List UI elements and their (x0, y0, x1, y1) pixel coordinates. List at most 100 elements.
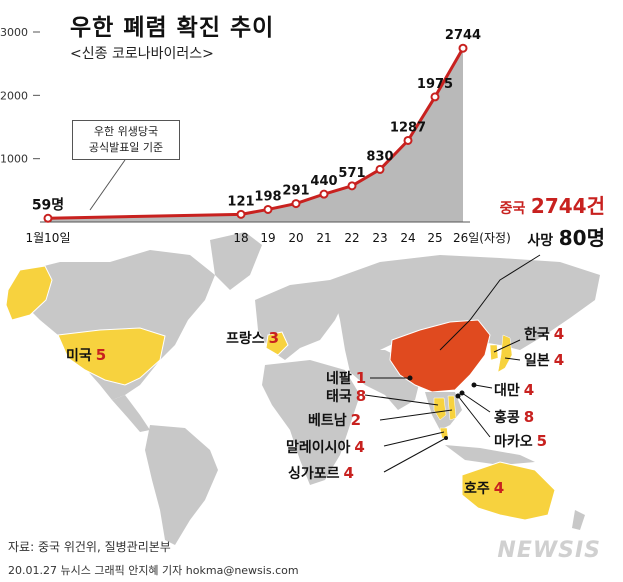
country-count: 4 (523, 381, 535, 399)
marker-taiwan (471, 382, 477, 388)
credit-note: 20.01.27 뉴시스 그래픽 안지혜 기자 hokma@newsis.com (8, 564, 299, 577)
data-label: 571 (338, 166, 365, 181)
data-label: 198 (254, 189, 281, 204)
country-label-singapore: 싱가포르 4 (288, 463, 354, 483)
china-total-label: 중국 (499, 201, 526, 217)
data-point (403, 135, 413, 145)
data-label: 59명 (32, 196, 64, 213)
country-name: 싱가포르 (288, 466, 340, 482)
y-tick-label: 1000 (0, 153, 28, 166)
country-name: 네팔 (326, 371, 352, 387)
y-tick-label: 2000 (0, 89, 28, 102)
map-leader-lines (364, 254, 541, 473)
death-value: 80명 (558, 226, 605, 250)
data-label: 291 (282, 184, 309, 199)
country-name: 미국 (66, 348, 92, 364)
data-label: 440 (310, 174, 337, 189)
y-tick-label: 3000 (0, 26, 28, 39)
country-name: 한국 (524, 327, 550, 343)
data-label: 2744 (445, 28, 481, 43)
map-markers (407, 375, 477, 440)
south-america-landmass (145, 425, 218, 545)
usa-region (57, 327, 166, 386)
marker-hongkong (459, 390, 465, 396)
country-label-hongkong: 홍콩 8 (494, 407, 534, 427)
data-label: 1975 (417, 77, 453, 92)
data-label: 1287 (390, 120, 426, 135)
area-fill (48, 48, 463, 222)
leader-hongkong (461, 392, 491, 413)
death-label: 사망 (527, 233, 554, 249)
callout-line-2: 공식발표일 기준 (88, 141, 164, 154)
data-point (43, 213, 53, 223)
leader-macau (457, 395, 491, 438)
page-title: 우한 폐렴 확진 추이 (70, 15, 275, 41)
country-label-malaysia: 말레이시아 4 (286, 437, 365, 457)
korea-region (489, 344, 499, 361)
country-name: 일본 (524, 353, 550, 369)
callout-line-1: 우한 위생당국 (93, 125, 159, 138)
country-count: 3 (268, 329, 280, 347)
x-tick-label: 22 (344, 231, 359, 245)
country-count: 8 (523, 408, 535, 426)
data-point (236, 209, 246, 219)
source-callout: 우한 위생당국 공식발표일 기준 (72, 120, 180, 160)
north-america-landmass (18, 250, 215, 400)
marker-singapore (444, 436, 448, 440)
thailand-region (433, 397, 447, 421)
data-point (430, 92, 440, 102)
country-name: 태국 (326, 389, 352, 405)
country-count: 1 (355, 369, 367, 387)
country-count: 4 (354, 438, 365, 456)
leader-thailand (364, 394, 439, 406)
country-label-australia: 호주 4 (464, 478, 504, 498)
leader-malaysia (383, 431, 445, 447)
leader-singapore (383, 437, 447, 473)
x-tick-label: 26일(자정) (453, 231, 511, 245)
alaska-region (5, 265, 53, 321)
country-count: 8 (355, 387, 367, 405)
country-label-france: 프랑스 3 (226, 328, 279, 348)
country-count: 4 (343, 464, 354, 482)
series-line (47, 47, 465, 220)
japan-region (497, 334, 513, 373)
france-region (265, 331, 289, 356)
country-label-taiwan: 대만 4 (494, 380, 534, 400)
x-tick-label: 18 (233, 231, 248, 245)
death-count: 사망 80명 (527, 222, 605, 251)
data-label: 121 (227, 194, 254, 209)
country-name: 마카오 (494, 434, 533, 450)
country-count: 4 (553, 325, 565, 343)
country-label-japan: 일본 4 (524, 350, 564, 370)
x-tick-label: 25 (427, 231, 442, 245)
country-name: 호주 (464, 481, 490, 497)
central-america-landmass (112, 395, 150, 432)
greenland-landmass (210, 232, 262, 290)
data-point (458, 43, 468, 53)
data-point (263, 204, 273, 214)
asia-landmass (330, 255, 600, 360)
data-point (291, 199, 301, 209)
new-zealand-landmass (572, 510, 585, 530)
china-region (389, 319, 491, 393)
country-name: 베트남 (308, 413, 347, 429)
country-label-korea: 한국 4 (524, 324, 564, 344)
country-count: 4 (553, 351, 565, 369)
country-name: 대만 (494, 383, 520, 399)
country-label-usa: 미국 5 (66, 345, 106, 365)
vietnam-region (447, 395, 457, 421)
country-label-nepal: 네팔 1 (326, 368, 366, 388)
country-label-thailand: 태국 8 (326, 386, 366, 406)
x-tick-label: 20 (288, 231, 303, 245)
china-total-cases: 중국 2744건 (500, 190, 605, 219)
leader-vietnam (379, 409, 453, 421)
country-name: 홍콩 (494, 410, 520, 426)
leader-china (439, 254, 541, 351)
leader-taiwan (474, 384, 493, 389)
x-tick-label: 1월10일 (26, 231, 71, 245)
country-count: 5 (536, 432, 548, 450)
x-tick-label: 24 (400, 231, 415, 245)
x-tick-label: 23 (372, 231, 387, 245)
